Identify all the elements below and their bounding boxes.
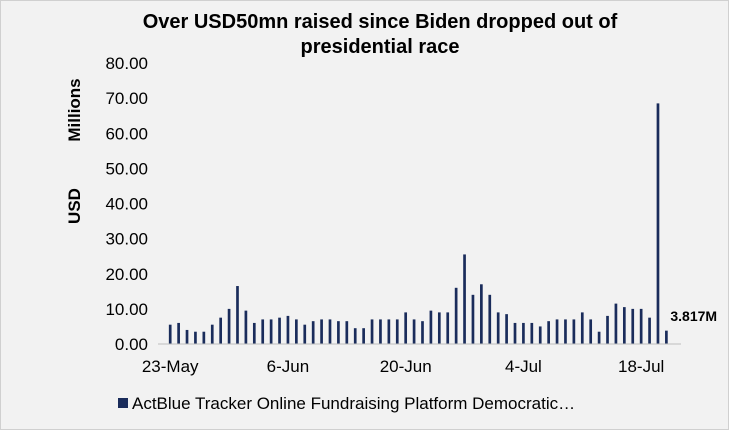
bar xyxy=(303,324,307,344)
bar xyxy=(286,315,290,344)
bar xyxy=(538,326,542,344)
y-tick-label: 20.00 xyxy=(105,265,148,284)
legend-label: ActBlue Tracker Online Fundraising Platf… xyxy=(132,394,575,413)
bar xyxy=(437,312,441,344)
bar xyxy=(597,331,601,344)
bar xyxy=(395,319,399,344)
bar xyxy=(362,328,365,344)
bar xyxy=(421,321,424,344)
bar xyxy=(614,303,618,344)
bar xyxy=(555,319,559,344)
y-tick-label: 40.00 xyxy=(105,195,148,214)
bar xyxy=(622,307,626,344)
bar xyxy=(219,317,223,344)
x-tick-label: 20-Jun xyxy=(380,357,432,376)
bar xyxy=(370,319,374,344)
legend-swatch xyxy=(118,398,128,408)
bar xyxy=(530,322,534,344)
y-tick-label: 10.00 xyxy=(105,300,148,319)
bar xyxy=(547,321,550,344)
bar xyxy=(488,294,492,344)
bar xyxy=(412,319,416,344)
bar xyxy=(496,312,500,344)
chart-title-line-2: presidential race xyxy=(301,36,460,58)
y-tick-label: 60.00 xyxy=(105,124,148,143)
bar xyxy=(278,317,281,344)
bar xyxy=(227,308,231,345)
data-label: 3.817M xyxy=(670,308,717,324)
bar xyxy=(345,321,349,344)
bar xyxy=(236,286,239,344)
chart-title-line-1: Over USD50mn raised since Biden dropped … xyxy=(143,11,618,33)
bar xyxy=(202,331,206,344)
bar xyxy=(168,324,172,344)
x-tick-label: 4-Jul xyxy=(505,357,542,376)
bar xyxy=(505,314,508,344)
bar xyxy=(446,312,450,344)
annotations: 3.817M xyxy=(670,308,717,324)
bar xyxy=(404,312,408,344)
bar-series xyxy=(168,103,668,345)
bar xyxy=(210,324,214,344)
bar xyxy=(185,329,189,344)
bar xyxy=(513,322,517,344)
bar xyxy=(648,317,651,344)
bar xyxy=(328,319,332,344)
bar xyxy=(177,322,180,344)
bar xyxy=(580,312,584,344)
bar xyxy=(429,310,433,344)
bar xyxy=(261,319,265,344)
legend: ActBlue Tracker Online Fundraising Platf… xyxy=(118,394,575,413)
y-axis-label-unit: Millions xyxy=(65,78,84,141)
bar xyxy=(295,319,298,344)
bar xyxy=(522,322,525,344)
bar xyxy=(337,321,340,344)
x-axis-ticks: 23-May 6-Jun 20-Jun 4-Jul 18-Jul xyxy=(142,357,664,376)
bar xyxy=(269,319,273,344)
bar xyxy=(656,103,660,344)
bar xyxy=(320,319,323,344)
bar xyxy=(379,319,382,344)
x-tick-label: 6-Jun xyxy=(267,357,310,376)
bar xyxy=(194,331,197,344)
y-tick-label: 0.00 xyxy=(115,335,148,354)
y-tick-label: 30.00 xyxy=(105,230,148,249)
bar xyxy=(572,319,576,344)
bar xyxy=(639,308,643,345)
y-axis-ticks: 0.00 10.00 20.00 30.00 40.00 50.00 60.00 70.00 8… xyxy=(105,54,148,354)
bar xyxy=(244,310,248,344)
bar xyxy=(631,308,635,345)
bar xyxy=(606,315,609,344)
bar xyxy=(589,319,593,344)
bar xyxy=(564,319,567,344)
y-axis-label-main: USD xyxy=(65,188,84,224)
bar xyxy=(387,319,391,344)
bar xyxy=(353,328,357,344)
bar xyxy=(311,321,315,344)
y-tick-label: 70.00 xyxy=(105,89,148,108)
y-tick-label: 80.00 xyxy=(105,54,148,73)
x-tick-label: 23-May xyxy=(142,357,199,376)
bar xyxy=(665,330,668,344)
bar xyxy=(252,322,256,344)
y-axis-label: USD Millions xyxy=(65,78,84,224)
y-tick-label: 50.00 xyxy=(105,159,148,178)
bar xyxy=(471,294,475,344)
bar xyxy=(463,254,466,344)
x-tick-label: 18-Jul xyxy=(618,357,664,376)
bar xyxy=(480,284,483,344)
bar xyxy=(454,287,458,344)
